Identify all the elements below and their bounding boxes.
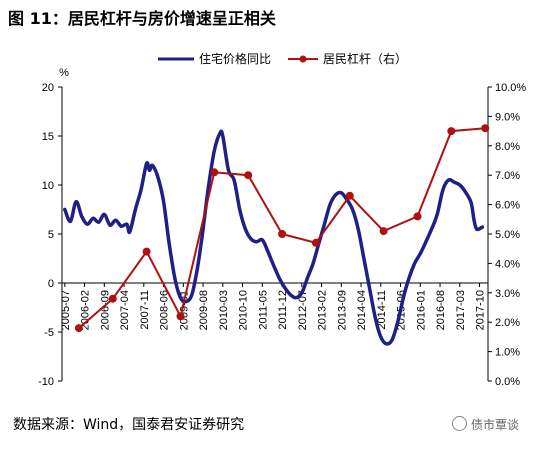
- x-tick-label: 2007-11: [139, 290, 151, 330]
- x-tick-label: 2006-09: [99, 290, 111, 330]
- wechat-icon: [452, 416, 467, 431]
- left-tick-label: 5: [48, 229, 54, 241]
- x-tick-label: 2012-07: [297, 290, 309, 330]
- right-tick-label: 9.0%: [495, 111, 520, 123]
- series-layer: [63, 124, 490, 346]
- left-axis-ticks: -10 -5 0 5 10 15 20: [38, 82, 62, 388]
- x-tick-label: 2007-04: [119, 290, 131, 330]
- right-tick-label: 0.0%: [495, 376, 520, 388]
- x-tick-label: 2010-10: [238, 290, 250, 330]
- data-point-household-leverage: [142, 247, 151, 256]
- legend-item-household-leverage: 居民杠杆（右）: [288, 51, 407, 66]
- plot-frame: [61, 87, 489, 381]
- legend-marker-household-leverage: [299, 55, 307, 63]
- figure-title: 图 11：居民杠杆与房价增速呈正相关: [8, 9, 276, 28]
- legend-label-household-leverage: 居民杠杆（右）: [323, 51, 407, 66]
- x-tick-label: 2016-08: [435, 290, 447, 330]
- x-tick-label: 2011-05: [257, 290, 269, 330]
- left-tick-label: 15: [42, 131, 54, 143]
- x-tick-label: 2014-11: [376, 290, 388, 330]
- watermark: 债市覃谈: [452, 416, 519, 433]
- right-tick-label: 6.0%: [495, 200, 520, 212]
- x-axis-ticks: 2005-07 2006-02 2006-09 2007-04 2007-11 2008-…: [60, 283, 487, 330]
- left-tick-label: 20: [42, 82, 54, 94]
- x-tick-label: 2006-02: [80, 290, 92, 330]
- right-tick-label: 10.0%: [495, 82, 526, 94]
- right-tick-label: 5.0%: [495, 229, 520, 241]
- right-tick-label: 3.0%: [495, 288, 520, 300]
- left-tick-label: 10: [42, 180, 54, 192]
- left-tick-label: -10: [38, 376, 54, 388]
- x-tick-label: 2017-03: [455, 290, 467, 330]
- data-point-household-leverage: [210, 168, 219, 177]
- x-tick-label: 2014-04: [356, 290, 368, 330]
- data-point-household-leverage: [244, 171, 253, 180]
- data-point-household-leverage: [413, 212, 422, 221]
- data-point-household-leverage: [447, 127, 456, 136]
- x-tick-label: 2005-07: [60, 290, 72, 330]
- source-note: 数据来源：Wind，国泰君安证券研究: [13, 417, 245, 433]
- watermark-text: 债市覃谈: [471, 418, 520, 432]
- x-tick-label: 2010-03: [218, 290, 230, 330]
- data-point-household-leverage: [311, 238, 320, 247]
- right-axis-ticks: 0.0% 1.0% 2.0% 3.0% 4.0% 5.0% 6.0% 7.0% 8.0% 9.0%…: [488, 82, 526, 388]
- data-point-household-leverage: [108, 294, 117, 303]
- x-tick-label: 2013-09: [336, 290, 348, 330]
- x-tick-label: 2009-08: [198, 290, 210, 330]
- legend: 住宅价格同比 居民杠杆（右）: [158, 51, 407, 66]
- x-tick-label: 2016-01: [415, 290, 427, 330]
- x-tick-label: 2017-10: [475, 290, 487, 330]
- data-point-household-leverage: [74, 324, 83, 333]
- data-point-household-leverage: [176, 312, 185, 321]
- right-tick-label: 8.0%: [495, 141, 520, 153]
- right-tick-label: 7.0%: [495, 170, 520, 182]
- data-point-household-leverage: [481, 124, 490, 133]
- x-tick-label: 2013-02: [317, 290, 329, 330]
- left-axis-unit: %: [59, 67, 69, 79]
- x-tick-label: 2011-12: [277, 290, 289, 330]
- left-tick-label: 0: [48, 278, 54, 290]
- left-tick-label: -5: [44, 327, 54, 339]
- data-point-household-leverage: [278, 230, 287, 238]
- legend-label-housing-price: 住宅价格同比: [199, 51, 271, 66]
- x-tick-label: 2008-06: [159, 290, 171, 330]
- data-point-household-leverage: [345, 191, 354, 200]
- legend-item-housing-price: 住宅价格同比: [158, 51, 271, 66]
- series-line-housing-price: [63, 129, 485, 346]
- data-point-household-leverage: [379, 227, 388, 236]
- right-tick-label: 4.0%: [495, 258, 520, 270]
- right-tick-label: 1.0%: [495, 347, 520, 359]
- right-tick-label: 2.0%: [495, 317, 520, 329]
